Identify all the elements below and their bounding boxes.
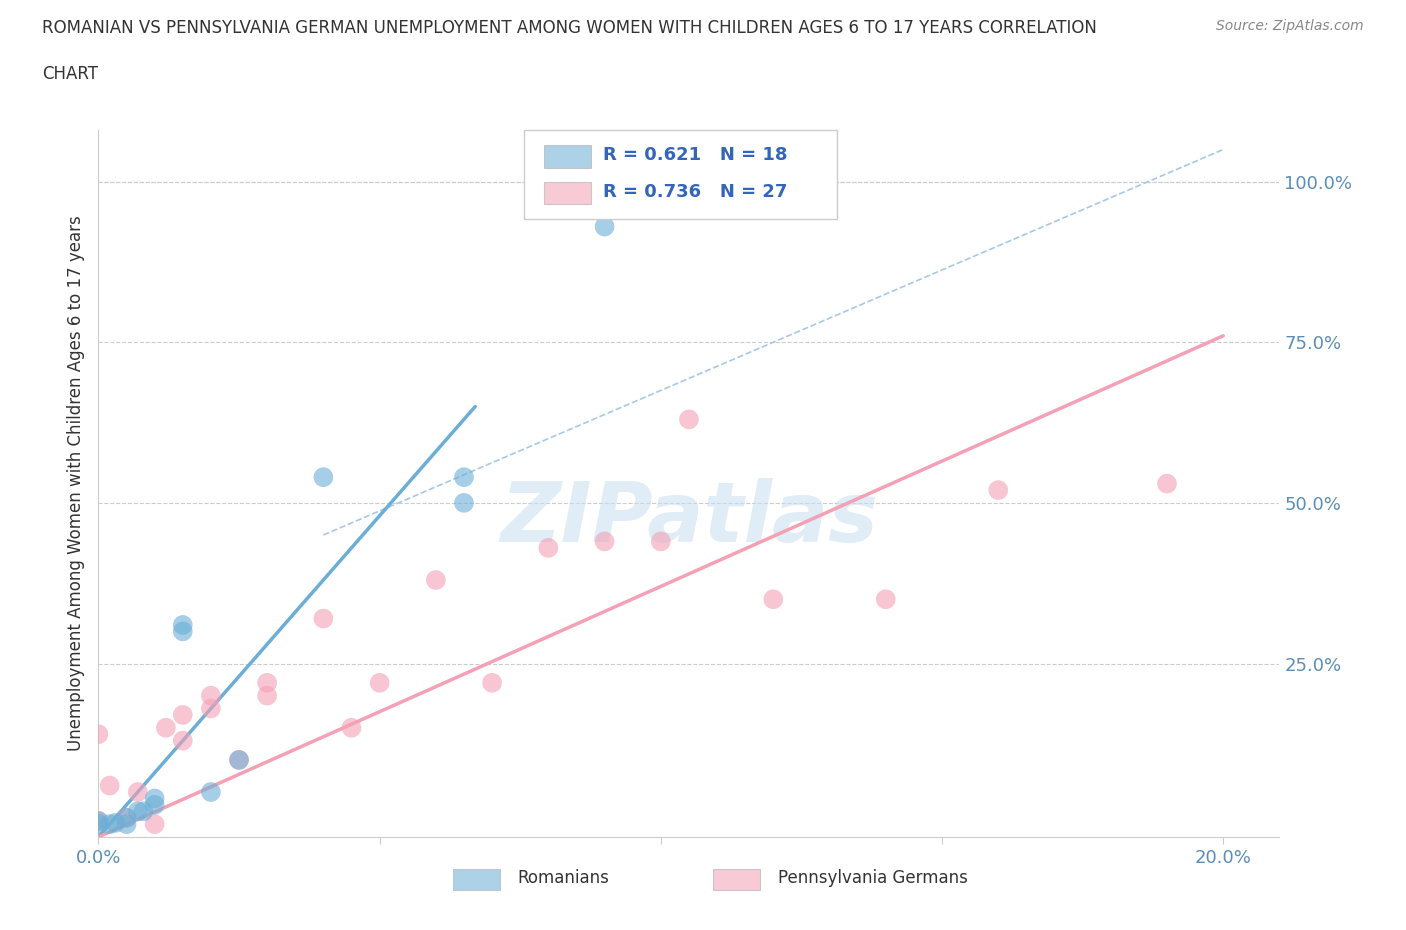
Point: [593, 534, 616, 549]
Point: [228, 752, 250, 767]
Point: [143, 797, 166, 812]
Point: [172, 708, 194, 723]
Text: R = 0.736   N = 27: R = 0.736 N = 27: [603, 182, 787, 201]
Point: [87, 726, 110, 741]
Point: [143, 817, 166, 831]
Point: [155, 721, 177, 736]
Point: [127, 804, 149, 818]
FancyBboxPatch shape: [713, 869, 759, 890]
Point: [87, 814, 110, 829]
Text: Romanians: Romanians: [517, 869, 610, 887]
Point: [87, 814, 110, 829]
Point: [340, 721, 363, 736]
Point: [228, 752, 250, 767]
Point: [132, 804, 155, 818]
Text: Source: ZipAtlas.com: Source: ZipAtlas.com: [1216, 19, 1364, 33]
Text: R = 0.621   N = 18: R = 0.621 N = 18: [603, 146, 787, 164]
Point: [98, 817, 121, 831]
Point: [650, 534, 672, 549]
Point: [453, 470, 475, 485]
Text: ROMANIAN VS PENNSYLVANIA GERMAN UNEMPLOYMENT AMONG WOMEN WITH CHILDREN AGES 6 TO: ROMANIAN VS PENNSYLVANIA GERMAN UNEMPLOY…: [42, 19, 1097, 36]
Point: [200, 785, 222, 800]
Point: [453, 496, 475, 511]
Point: [127, 785, 149, 800]
FancyBboxPatch shape: [544, 181, 591, 205]
Point: [172, 618, 194, 632]
Point: [172, 733, 194, 748]
Point: [537, 540, 560, 555]
Text: CHART: CHART: [42, 65, 98, 83]
Point: [256, 675, 278, 690]
Point: [200, 688, 222, 703]
Point: [115, 810, 138, 825]
Point: [312, 470, 335, 485]
Point: [875, 591, 897, 606]
Text: ZIPatlas: ZIPatlas: [501, 478, 877, 560]
FancyBboxPatch shape: [544, 145, 591, 167]
Point: [1156, 476, 1178, 491]
Point: [98, 778, 121, 793]
Point: [368, 675, 391, 690]
Point: [115, 810, 138, 825]
Point: [256, 688, 278, 703]
Point: [678, 412, 700, 427]
Point: [115, 817, 138, 831]
Text: Pennsylvania Germans: Pennsylvania Germans: [778, 869, 967, 887]
Point: [425, 573, 447, 588]
Point: [200, 701, 222, 716]
Point: [143, 791, 166, 806]
Point: [987, 483, 1010, 498]
Point: [312, 611, 335, 626]
Point: [172, 624, 194, 639]
Point: [104, 816, 127, 830]
FancyBboxPatch shape: [453, 869, 501, 890]
Point: [762, 591, 785, 606]
Y-axis label: Unemployment Among Women with Children Ages 6 to 17 years: Unemployment Among Women with Children A…: [66, 216, 84, 751]
Point: [593, 219, 616, 234]
Point: [87, 817, 110, 831]
FancyBboxPatch shape: [523, 130, 837, 219]
Point: [481, 675, 503, 690]
